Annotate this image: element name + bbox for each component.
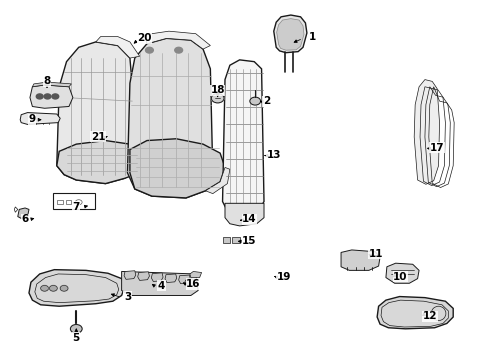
Circle shape bbox=[174, 47, 182, 53]
Polygon shape bbox=[224, 203, 264, 226]
Text: 16: 16 bbox=[185, 279, 200, 289]
Polygon shape bbox=[376, 297, 452, 329]
Polygon shape bbox=[30, 85, 73, 108]
Circle shape bbox=[184, 279, 194, 286]
Polygon shape bbox=[189, 271, 201, 278]
Polygon shape bbox=[413, 80, 439, 184]
Bar bbox=[65, 200, 71, 204]
Polygon shape bbox=[130, 139, 224, 198]
Circle shape bbox=[70, 324, 82, 333]
Circle shape bbox=[60, 285, 68, 291]
Polygon shape bbox=[273, 15, 306, 53]
Polygon shape bbox=[222, 60, 264, 218]
Polygon shape bbox=[151, 273, 163, 282]
Text: 18: 18 bbox=[210, 85, 224, 95]
Polygon shape bbox=[127, 39, 212, 198]
Polygon shape bbox=[276, 19, 304, 50]
Polygon shape bbox=[122, 271, 198, 296]
Text: 12: 12 bbox=[422, 311, 436, 321]
Text: 7: 7 bbox=[72, 202, 80, 212]
Text: 15: 15 bbox=[242, 236, 256, 246]
Circle shape bbox=[44, 94, 51, 99]
Text: 20: 20 bbox=[137, 33, 151, 43]
Polygon shape bbox=[232, 237, 239, 243]
Polygon shape bbox=[385, 263, 418, 283]
Circle shape bbox=[49, 285, 57, 291]
Text: 14: 14 bbox=[242, 215, 256, 224]
Bar bbox=[53, 193, 95, 210]
Text: 9: 9 bbox=[29, 114, 36, 124]
Circle shape bbox=[145, 47, 153, 53]
Text: 2: 2 bbox=[262, 96, 269, 106]
Circle shape bbox=[52, 94, 59, 99]
Polygon shape bbox=[164, 274, 176, 283]
Polygon shape bbox=[18, 208, 29, 219]
Circle shape bbox=[41, 285, 48, 291]
Text: 8: 8 bbox=[43, 76, 51, 86]
Polygon shape bbox=[340, 250, 379, 270]
Polygon shape bbox=[144, 31, 210, 49]
Text: 6: 6 bbox=[21, 215, 29, 224]
Polygon shape bbox=[124, 271, 136, 279]
Text: 5: 5 bbox=[73, 333, 80, 343]
Polygon shape bbox=[178, 275, 190, 284]
Text: 10: 10 bbox=[392, 272, 407, 282]
Bar bbox=[57, 200, 62, 204]
Circle shape bbox=[211, 94, 224, 103]
Polygon shape bbox=[222, 237, 229, 243]
Text: 13: 13 bbox=[266, 150, 281, 160]
Polygon shape bbox=[29, 270, 125, 306]
Polygon shape bbox=[96, 37, 140, 58]
Text: 4: 4 bbox=[158, 281, 165, 291]
Polygon shape bbox=[138, 272, 149, 280]
Text: 3: 3 bbox=[123, 292, 131, 302]
Text: 1: 1 bbox=[308, 32, 316, 41]
Text: 21: 21 bbox=[91, 132, 105, 142]
Text: 11: 11 bbox=[368, 248, 383, 258]
Circle shape bbox=[249, 97, 260, 105]
Polygon shape bbox=[57, 140, 144, 184]
Polygon shape bbox=[57, 42, 132, 184]
Polygon shape bbox=[32, 82, 71, 87]
Polygon shape bbox=[20, 113, 60, 125]
Polygon shape bbox=[205, 167, 229, 194]
Text: 19: 19 bbox=[276, 272, 290, 282]
Circle shape bbox=[36, 94, 43, 99]
Text: 17: 17 bbox=[429, 143, 444, 153]
